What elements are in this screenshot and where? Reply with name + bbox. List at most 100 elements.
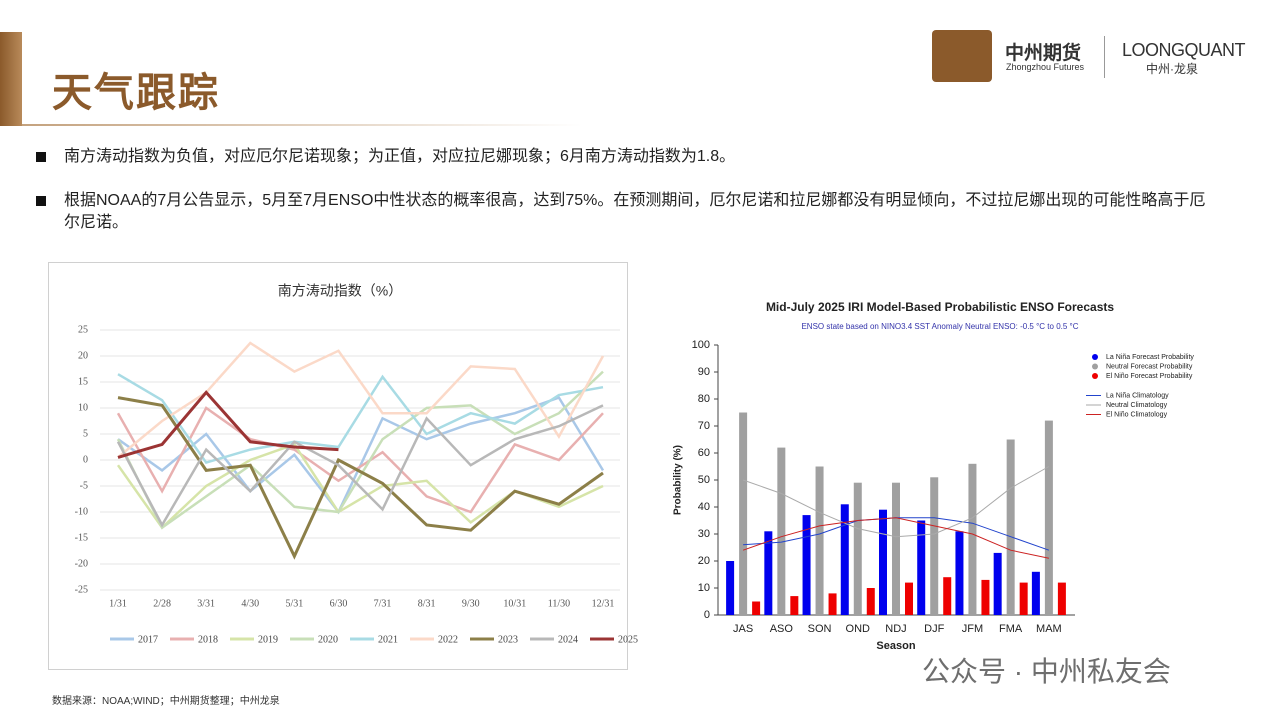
bar bbox=[930, 477, 939, 615]
bar bbox=[840, 504, 849, 615]
x-tick-label: 7/31 bbox=[374, 598, 392, 609]
bar bbox=[917, 520, 926, 615]
x-tick-label: 2/28 bbox=[153, 598, 171, 609]
series-line bbox=[117, 373, 604, 465]
page-title: 天气跟踪 bbox=[52, 71, 220, 115]
x-tick-label: 10/31 bbox=[503, 598, 526, 609]
header-bar bbox=[0, 32, 22, 126]
bar bbox=[802, 515, 811, 615]
header-underline bbox=[22, 124, 582, 126]
y-tick-label: -10 bbox=[75, 506, 88, 517]
bar bbox=[1044, 420, 1053, 615]
legend-label: 2025 bbox=[618, 634, 638, 645]
logo-cn: 中州期货 bbox=[1005, 43, 1082, 64]
bullet-text: 南方涛动指数为负值，对应厄尔尼诺现象；为正值，对应拉尼娜现象；6月南方涛动指数为… bbox=[64, 148, 736, 165]
y-tick-label: 5 bbox=[83, 428, 88, 439]
bullet: 根据NOAA的7月公告显示，5月至7月ENSO中性状态的概率很高，达到75%。在… bbox=[36, 190, 1216, 234]
series-line bbox=[117, 396, 604, 560]
bar bbox=[968, 463, 977, 615]
x-tick-label: JFM bbox=[962, 623, 983, 635]
y-tick-label: 30 bbox=[698, 528, 710, 540]
bar bbox=[752, 601, 761, 615]
bar bbox=[993, 552, 1002, 615]
bar bbox=[1006, 439, 1015, 615]
legend-label: 2017 bbox=[138, 634, 158, 645]
watermark: 公众号 · 中州私友会 bbox=[922, 656, 1171, 687]
bar bbox=[1019, 582, 1028, 615]
x-tick-label: FMA bbox=[999, 623, 1023, 635]
y-tick-label: -15 bbox=[75, 532, 88, 543]
x-tick-label: SON bbox=[808, 623, 832, 635]
source-note: 数据来源：NOAA;WIND；中州期货整理；中州龙泉 bbox=[52, 696, 280, 707]
y-tick-label: 40 bbox=[698, 501, 710, 513]
bar bbox=[866, 588, 875, 615]
legend-label: 2018 bbox=[198, 634, 218, 645]
chart-title: 南方涛动指数（%） bbox=[278, 283, 402, 299]
x-tick-label: JAS bbox=[733, 623, 753, 635]
chart-frame bbox=[48, 262, 628, 670]
brand: LOONGQUANT bbox=[1122, 40, 1246, 60]
bar bbox=[815, 466, 824, 615]
y-tick-label: 0 bbox=[83, 454, 88, 465]
y-tick-label: 100 bbox=[692, 339, 710, 351]
y-tick-label: 90 bbox=[698, 366, 710, 378]
logo-en: Zhongzhou Futures bbox=[1006, 62, 1085, 72]
legend-label: 2020 bbox=[318, 634, 338, 645]
legend-label: Neutral Forecast Probability bbox=[1106, 363, 1193, 370]
legend-label: 2022 bbox=[438, 634, 458, 645]
bar bbox=[1031, 571, 1040, 615]
y-tick-label: 50 bbox=[698, 474, 710, 486]
chart-subtitle: ENSO state based on NINO3.4 SST Anomaly … bbox=[801, 322, 1078, 331]
y-tick-label: -25 bbox=[75, 584, 88, 595]
x-tick-label: 1/31 bbox=[109, 598, 127, 609]
bar bbox=[828, 593, 837, 615]
y-axis-label: Probability (%) bbox=[673, 445, 684, 515]
x-tick-label: 8/31 bbox=[418, 598, 436, 609]
bar bbox=[955, 531, 964, 615]
legend-label: 2019 bbox=[258, 634, 278, 645]
bar bbox=[777, 447, 786, 615]
x-tick-label: NDJ bbox=[885, 623, 906, 635]
x-axis-label: Season bbox=[876, 640, 915, 652]
x-tick-label: 4/30 bbox=[241, 598, 259, 609]
bar bbox=[1057, 582, 1066, 615]
bar bbox=[853, 482, 862, 615]
x-tick-label: DJF bbox=[924, 623, 944, 635]
legend-label: 2024 bbox=[558, 634, 578, 645]
legend-swatch bbox=[1092, 363, 1098, 370]
x-tick-label: 6/30 bbox=[330, 598, 348, 609]
legend-label: La Niña Forecast Probability bbox=[1106, 354, 1194, 361]
legend-swatch bbox=[1092, 373, 1098, 379]
y-tick-label: 70 bbox=[698, 420, 710, 432]
x-tick-label: ASO bbox=[770, 623, 794, 635]
y-tick-label: 60 bbox=[698, 447, 710, 459]
x-tick-label: 11/30 bbox=[548, 598, 570, 609]
y-tick-label: 20 bbox=[78, 350, 88, 361]
series-line bbox=[117, 390, 339, 459]
bar bbox=[943, 577, 952, 615]
series-line bbox=[116, 404, 604, 528]
bar bbox=[764, 531, 773, 615]
legend-label: El Niño Climatology bbox=[1106, 411, 1168, 418]
series-line bbox=[116, 406, 604, 514]
y-tick-label: 10 bbox=[698, 582, 710, 594]
y-tick-label: -5 bbox=[80, 480, 88, 491]
x-tick-label: 12/31 bbox=[592, 598, 615, 609]
climatology-line bbox=[742, 517, 1049, 559]
x-tick-label: OND bbox=[846, 623, 871, 635]
x-tick-label: MAM bbox=[1036, 623, 1062, 635]
chart-title: Mid-July 2025 IRI Model-Based Probabilis… bbox=[766, 300, 1114, 314]
y-tick-label: 80 bbox=[698, 393, 710, 405]
series-line bbox=[116, 370, 604, 530]
bullet-text: 根据NOAA的7月公告显示，5月至7月ENSO中性状态的概率很高，达到75%。在… bbox=[64, 192, 1206, 231]
y-tick-label: -20 bbox=[75, 558, 88, 569]
x-tick-label: 9/30 bbox=[462, 598, 480, 609]
bar bbox=[739, 412, 748, 615]
bar bbox=[879, 509, 887, 615]
x-tick-label: 5/31 bbox=[285, 598, 303, 609]
bar bbox=[790, 596, 799, 615]
y-tick-label: 15 bbox=[78, 376, 88, 387]
x-tick-label: 3/31 bbox=[197, 598, 215, 609]
